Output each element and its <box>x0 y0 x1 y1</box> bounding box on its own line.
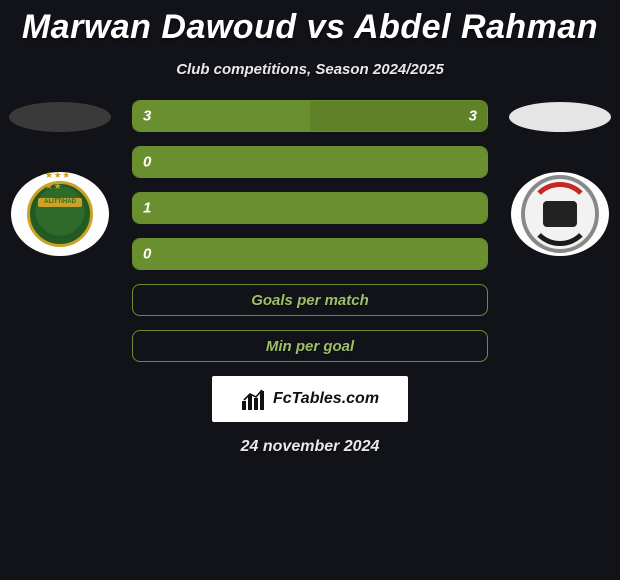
crest-left-icon: ALITTIHAD <box>27 181 93 247</box>
player-right-column <box>500 100 620 256</box>
stat-fill-left <box>133 101 310 131</box>
stat-label: Goals per match <box>251 292 369 309</box>
stat-bar: Min per goal <box>132 330 488 362</box>
club-badge-left: ALITTIHAD <box>11 172 109 256</box>
stat-bar: Hattricks0 <box>132 238 488 270</box>
brand-text: FcTables.com <box>273 390 379 408</box>
vs-word: vs <box>307 8 346 46</box>
stat-value-right: 3 <box>469 108 477 125</box>
page-title: Marwan Dawoud vs Abdel Rahman <box>0 0 620 47</box>
stat-bar: Goals0 <box>132 146 488 178</box>
stat-fill-right <box>310 101 487 131</box>
stat-bars: Matches33Goals0Assists1Hattricks0Goals p… <box>132 100 488 362</box>
player-left-column: ALITTIHAD <box>0 100 120 256</box>
fctables-logo-icon <box>241 387 267 411</box>
crest-left-band: ALITTIHAD <box>38 198 82 207</box>
stat-value-left: 0 <box>143 246 151 263</box>
club-badge-right <box>511 172 609 256</box>
player-right-photo-placeholder <box>509 102 611 132</box>
player-right-name: Abdel Rahman <box>354 8 598 46</box>
crest-right-icon <box>521 175 599 253</box>
stat-label: Min per goal <box>266 338 354 355</box>
stat-bar: Goals per match <box>132 284 488 316</box>
player-left-photo-placeholder <box>9 102 111 132</box>
stat-bar: Assists1 <box>132 192 488 224</box>
brand-tag: FcTables.com <box>212 376 408 422</box>
stat-value-left: 3 <box>143 108 151 125</box>
subtitle: Club competitions, Season 2024/2025 <box>0 61 620 78</box>
comparison-main: ALITTIHAD Matches33Goals0Assists1Hattric… <box>0 100 620 456</box>
snapshot-date: 24 november 2024 <box>0 438 620 456</box>
stat-bar: Matches33 <box>132 100 488 132</box>
stat-fill-left <box>133 147 487 177</box>
stat-fill-left <box>133 239 487 269</box>
stat-value-left: 1 <box>143 200 151 217</box>
player-left-name: Marwan Dawoud <box>22 8 297 46</box>
stat-fill-left <box>133 193 487 223</box>
stat-value-left: 0 <box>143 154 151 171</box>
